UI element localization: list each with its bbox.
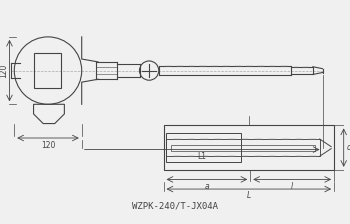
Text: 120: 120 <box>0 63 8 78</box>
Bar <box>163 125 334 170</box>
Text: a: a <box>205 182 209 191</box>
Bar <box>167 133 241 162</box>
Text: L1: L1 <box>198 153 206 162</box>
Bar <box>167 139 320 156</box>
Text: L: L <box>247 191 251 200</box>
Text: WZPK-240/T-JX04A: WZPK-240/T-JX04A <box>132 201 218 210</box>
Text: 120: 120 <box>41 141 55 150</box>
Bar <box>171 145 315 151</box>
Text: d: d <box>346 143 350 152</box>
Bar <box>34 53 61 88</box>
Text: l: l <box>291 182 293 191</box>
